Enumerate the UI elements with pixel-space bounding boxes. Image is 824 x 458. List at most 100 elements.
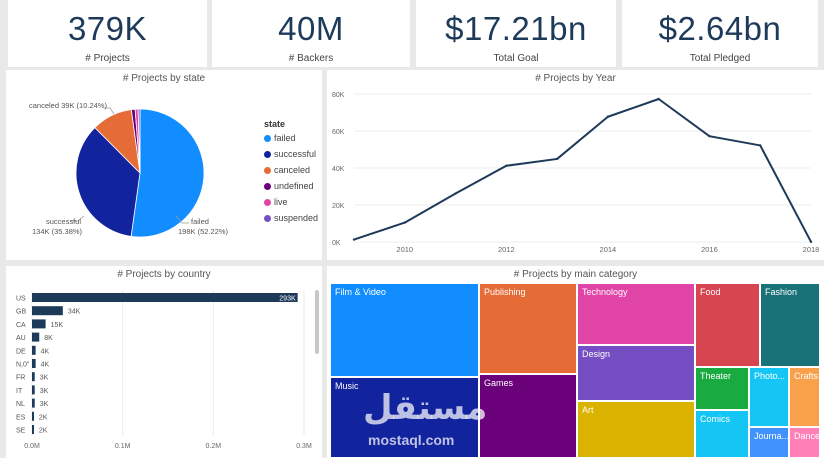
x-tick-label: 0.3M: [296, 443, 312, 450]
country-bar-0[interactable]: [32, 293, 298, 302]
y-tick-label: 0K: [332, 240, 341, 247]
x-tick-label: 2018: [803, 245, 820, 254]
watermark-arabic: مستقل: [363, 388, 488, 428]
treemap-tile[interactable]: Dance: [789, 427, 820, 458]
label-canceled: canceled 39K (10.24%): [29, 101, 107, 110]
bar-value-label: 3K: [40, 388, 49, 395]
country-bar-7[interactable]: [32, 385, 35, 395]
treemap-tile[interactable]: Design: [577, 345, 695, 401]
treemap-tile-label: Music: [335, 381, 359, 391]
treemap-tile[interactable]: Film & Video: [330, 283, 479, 377]
country-label: N,0": [16, 362, 30, 369]
treemap-tile[interactable]: Games: [479, 374, 577, 458]
bar-value-label: 34K: [68, 309, 81, 316]
treemap-tile-label: Journa...: [754, 431, 789, 441]
treemap-tile[interactable]: Crafts: [789, 367, 820, 427]
legend-label: undefined: [274, 181, 314, 191]
label-failed-name: failed: [191, 217, 209, 226]
data-point[interactable]: [657, 97, 660, 101]
data-point[interactable]: [606, 115, 610, 118]
treemap-tile[interactable]: Technology: [577, 283, 695, 345]
data-point[interactable]: [555, 157, 559, 161]
pie-slice-successful[interactable]: [75, 127, 141, 237]
pie-slice-suspended[interactable]: [137, 108, 141, 174]
y-tick-label: 80K: [332, 92, 345, 99]
country-bar-panel[interactable]: # Projects by country 0.0M 0.1M 0.2M 0.3M US…: [6, 266, 322, 458]
year-line-chart[interactable]: 0K 20K 40K 60K 80K 2010 2012 2014 2016 2018: [327, 70, 824, 260]
x-tick-label: 2014: [600, 245, 617, 254]
legend-label: failed: [274, 133, 296, 143]
data-point[interactable]: [352, 238, 356, 241]
treemap-tile[interactable]: Art: [577, 401, 695, 458]
treemap-tile[interactable]: Publishing: [479, 283, 577, 374]
pie-slice-failed[interactable]: [130, 108, 205, 238]
data-point[interactable]: [708, 134, 711, 138]
legend-item-successful[interactable]: successful: [264, 149, 316, 159]
country-label: CA: [16, 322, 26, 329]
country-label: FR: [16, 375, 25, 382]
state-pie-chart[interactable]: canceled 39K (10.24%) successful 134K (3…: [6, 70, 322, 260]
panel-title: # Projects by country: [117, 269, 211, 280]
treemap-tile-label: Comics: [700, 414, 731, 424]
bar-value-label: 2K: [39, 428, 48, 435]
x-tick-label: 2010: [396, 245, 413, 254]
country-bar-8[interactable]: [32, 398, 35, 408]
kpi-label: Total Pledged: [689, 53, 751, 64]
country-bar-9[interactable]: [32, 411, 34, 421]
legend-dot: [264, 167, 271, 174]
treemap-tile-label: Crafts: [794, 371, 819, 381]
country-bar-chart[interactable]: 0.0M 0.1M 0.2M 0.3M US 293K GB 34K CA 15K AU 8K DE 4K…: [6, 266, 322, 458]
country-bar-1[interactable]: [32, 306, 63, 316]
successful-leader-line: [71, 215, 85, 222]
kpi-label: # Projects: [85, 53, 130, 64]
country-bar-4[interactable]: [32, 345, 36, 355]
country-bar-2[interactable]: [32, 319, 46, 329]
bar-value-label: 3K: [40, 401, 49, 408]
label-successful-name: successful: [46, 217, 81, 226]
kpi-card-projects: 379K # Projects: [8, 0, 207, 67]
state-pie-panel[interactable]: # Projects by state canceled 39K (10.24%…: [6, 70, 322, 260]
country-label: AU: [16, 335, 26, 342]
treemap-tile-label: Publishing: [484, 287, 526, 297]
treemap-tile-label: Theater: [700, 371, 732, 381]
treemap-tile-label: Food: [700, 287, 721, 297]
data-point[interactable]: [505, 164, 508, 167]
treemap-tile[interactable]: Photo...: [749, 367, 789, 427]
treemap-tile[interactable]: Journa...: [749, 427, 789, 458]
bar-value-label: 8K: [44, 335, 53, 342]
scrollbar-thumb[interactable]: [315, 290, 319, 354]
y-tick-label: 60K: [332, 129, 345, 136]
legend-item-failed[interactable]: failed: [264, 133, 296, 143]
series-line[interactable]: [353, 97, 812, 243]
data-point[interactable]: [454, 192, 457, 195]
data-point[interactable]: [759, 144, 762, 147]
legend-label: suspended: [274, 213, 319, 223]
bar-value-label: 3K: [40, 375, 49, 382]
country-bar-6[interactable]: [32, 372, 35, 382]
country-bar-5[interactable]: [32, 359, 36, 368]
country-label: DE: [16, 348, 26, 355]
legend-item-live[interactable]: live: [264, 197, 288, 207]
treemap-tile[interactable]: Food: [695, 283, 760, 367]
treemap-tile[interactable]: Comics: [695, 410, 749, 458]
year-line-panel[interactable]: # Projects by Year 0K 20K 40K 60K 80K 2010 201…: [327, 70, 824, 260]
country-bar-10[interactable]: [32, 425, 34, 434]
legend-item-undefined[interactable]: undefined: [264, 181, 314, 191]
x-tick-label: 0.2M: [206, 443, 222, 450]
country-label: ES: [16, 414, 26, 421]
data-point[interactable]: [403, 221, 406, 224]
legend-item-canceled[interactable]: canceled: [264, 165, 310, 175]
legend-dot: [264, 151, 271, 158]
kpi-label: Total Goal: [493, 53, 539, 64]
x-tick-label: 0.1M: [115, 443, 131, 450]
treemap-tile[interactable]: Theater: [695, 367, 749, 410]
country-bar-3[interactable]: [32, 332, 40, 342]
data-point[interactable]: [809, 240, 813, 244]
label-failed-value: 198K (52.22%): [178, 227, 229, 236]
treemap-tile-label: Games: [484, 378, 514, 388]
legend-item-suspended[interactable]: suspended: [264, 213, 318, 223]
watermark-latin: mostaql.com: [368, 432, 455, 448]
treemap-tile[interactable]: Fashion: [760, 283, 820, 367]
treemap-tile[interactable]: Music: [330, 377, 479, 458]
kpi-value: $17.21bn: [445, 10, 587, 47]
